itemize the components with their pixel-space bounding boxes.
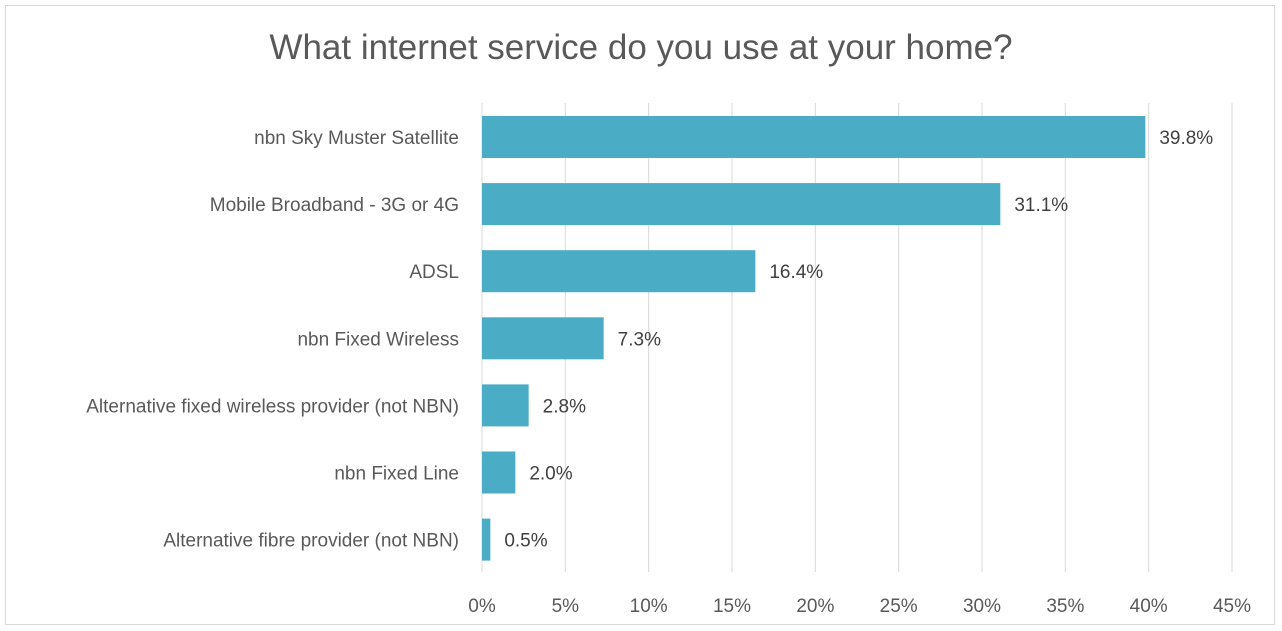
x-tick-label: 5% [552, 596, 580, 617]
bar [482, 250, 756, 293]
gridlines [481, 103, 1233, 572]
data-label: 0.5% [504, 531, 547, 552]
x-tick-label: 30% [963, 596, 1001, 617]
x-tick-label: 35% [1046, 596, 1084, 617]
category-label: nbn Fixed Line [334, 464, 459, 485]
category-label: ADSL [409, 262, 459, 283]
category-label: Alternative fixed wireless provider (not… [86, 396, 459, 417]
data-label: 7.3% [618, 329, 661, 350]
x-tick-label: 20% [796, 596, 834, 617]
data-label: 2.8% [543, 396, 586, 417]
x-tick-label: 25% [880, 596, 918, 617]
bar [482, 384, 529, 427]
bar [482, 183, 1001, 226]
x-tick-label: 40% [1130, 596, 1168, 617]
bar [482, 518, 491, 561]
data-label: 16.4% [769, 262, 823, 283]
x-tick-label: 45% [1213, 596, 1251, 617]
chart-title: What internet service do you use at your… [269, 28, 1013, 67]
data-labels: 39.8% 31.1% 16.4% 7.3% 2.8% 2.0% 0.5% [504, 128, 1213, 552]
category-label: nbn Fixed Wireless [297, 329, 459, 350]
category-label: Mobile Broadband - 3G or 4G [210, 195, 459, 216]
category-labels: nbn Sky Muster Satellite Mobile Broadband… [86, 128, 459, 552]
bars [482, 116, 1146, 561]
chart-frame [5, 5, 1275, 625]
bar [482, 317, 604, 360]
x-tick-label: 10% [630, 596, 668, 617]
bar [482, 451, 516, 494]
data-label: 39.8% [1159, 128, 1213, 149]
data-label: 2.0% [529, 464, 572, 485]
data-label: 31.1% [1014, 195, 1068, 216]
x-tick-label: 15% [713, 596, 751, 617]
category-label: nbn Sky Muster Satellite [254, 128, 459, 149]
x-tick-label: 0% [468, 596, 496, 617]
category-label: Alternative fibre provider (not NBN) [163, 531, 459, 552]
x-axis-ticks: 0% 5% 10% 15% 20% 25% 30% 35% 40% 45% [468, 596, 1251, 617]
bar [482, 116, 1146, 158]
